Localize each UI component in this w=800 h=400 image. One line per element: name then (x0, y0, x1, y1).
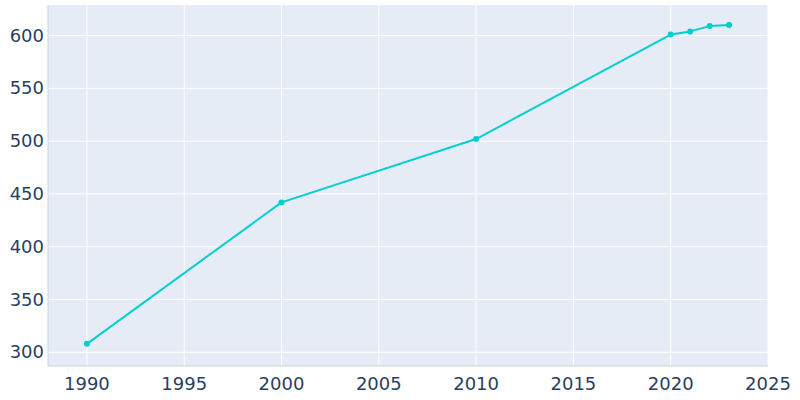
marker (84, 341, 90, 347)
x-tick-label: 1990 (64, 373, 110, 394)
y-grid-line (48, 246, 768, 247)
marker (473, 136, 479, 142)
tick-labels: 1990 1995 2000 2005 2010 2015 2020 2025 300 350 40… (10, 25, 791, 394)
y-tick-label: 600 (10, 25, 44, 46)
marker (707, 23, 713, 29)
y-grid-line (48, 88, 768, 89)
y-tick-label: 300 (10, 341, 44, 362)
marker (726, 22, 732, 28)
series (84, 22, 732, 347)
y-grid-line (48, 35, 768, 36)
x-grid-line (476, 5, 477, 366)
x-grid-line (378, 5, 379, 366)
x-grid-line (573, 5, 574, 366)
chart: 1990 1995 2000 2005 2010 2015 2020 2025 300 350 40… (0, 0, 800, 400)
x-tick-label: 2025 (745, 373, 791, 394)
marker (279, 199, 285, 205)
x-grid-line (184, 5, 185, 366)
x-grid-line (670, 5, 671, 366)
x-tick-label: 2015 (550, 373, 596, 394)
x-tick-label: 2000 (259, 373, 305, 394)
x-axis-line (48, 366, 768, 367)
x-tick-label: 2005 (356, 373, 402, 394)
grid (48, 5, 768, 366)
x-grid-line (86, 5, 87, 366)
marker (687, 28, 693, 34)
y-tick-label: 400 (10, 236, 44, 257)
y-grid-line (48, 352, 768, 353)
x-grid-line (281, 5, 282, 366)
plot-background (48, 5, 768, 366)
y-grid-line (48, 299, 768, 300)
x-tick-label: 1995 (161, 373, 207, 394)
y-grid-line (48, 141, 768, 142)
x-grid-line (768, 5, 769, 366)
x-tick-label: 2020 (648, 373, 694, 394)
y-tick-label: 500 (10, 130, 44, 151)
y-tick-label: 450 (10, 183, 44, 204)
line (87, 25, 729, 344)
marker (668, 32, 674, 38)
y-tick-label: 550 (10, 77, 44, 98)
x-tick-label: 2010 (453, 373, 499, 394)
y-grid-line (48, 193, 768, 194)
y-tick-label: 350 (10, 289, 44, 310)
y-axis-line (48, 5, 49, 366)
